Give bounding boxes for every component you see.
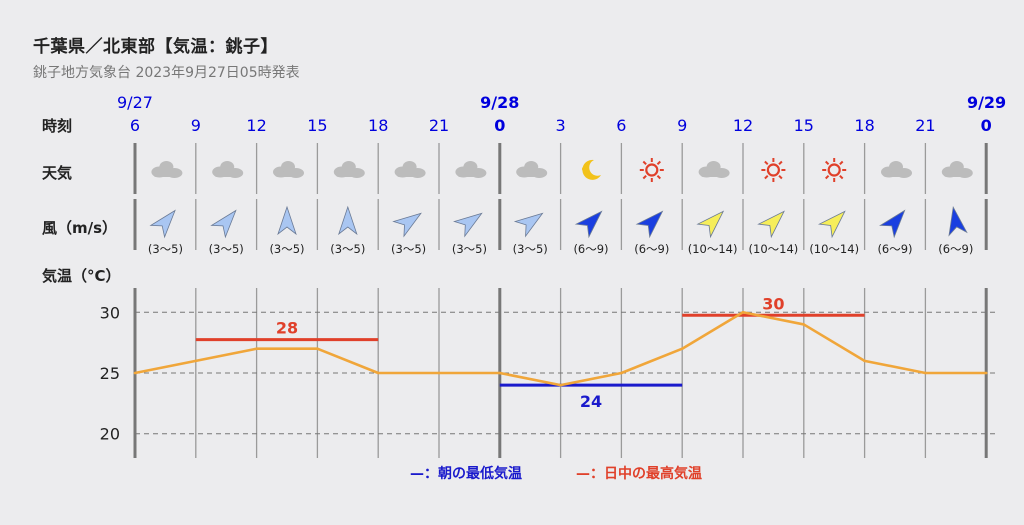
max-temp-label: 30 xyxy=(762,294,784,313)
wind-arrow-icon xyxy=(149,209,176,239)
date-label: 9/27 xyxy=(117,93,153,112)
time-label: 9 xyxy=(677,116,687,135)
wind-arrow-icon xyxy=(948,205,968,237)
cloud-icon xyxy=(516,161,548,178)
wind-range-label: (6〜9) xyxy=(938,242,973,256)
grid-lines: 30 25 20 xyxy=(100,143,998,458)
wind-range-label: (3〜5) xyxy=(209,242,244,256)
date-label: 9/28 xyxy=(480,93,519,112)
time-label: 15 xyxy=(307,116,327,135)
time-row-label: 時刻 xyxy=(42,117,72,135)
cloud-icon xyxy=(881,161,912,178)
legend: —：朝の最低気温 —：日中の最高気温 xyxy=(410,465,702,482)
time-label: 18 xyxy=(854,116,874,135)
wind-range-label: (10〜14) xyxy=(809,242,859,256)
page-title: 千葉県／北東部【気温：銚子】 xyxy=(33,37,278,57)
wind-arrow-icon xyxy=(453,212,483,238)
time-label: 0 xyxy=(494,116,505,135)
y-tick-label: 20 xyxy=(100,425,120,444)
temperature-point xyxy=(620,371,623,375)
legend-max-temp: —：日中の最高気温 xyxy=(576,465,702,482)
wind-range-label: (6〜9) xyxy=(877,242,912,256)
min-temp-label: 24 xyxy=(580,392,602,411)
time-label: 9 xyxy=(191,116,201,135)
wind-row-label: 風（m/s） xyxy=(42,219,117,237)
y-tick-label: 30 xyxy=(100,303,120,322)
wind-arrow-icon xyxy=(210,209,237,239)
temperature-point xyxy=(863,359,866,363)
wind-range-label: (3〜5) xyxy=(148,242,183,256)
temperature-point xyxy=(984,371,988,375)
temperature-point xyxy=(741,310,745,314)
wind-range-label: (10〜14) xyxy=(749,242,799,256)
temperature-point xyxy=(680,347,684,351)
temperature-point xyxy=(194,359,198,363)
sun-icon xyxy=(822,158,847,182)
weather-row-label: 天気 xyxy=(42,164,72,182)
wind-range-label: (3〜5) xyxy=(269,242,304,256)
time-label: 15 xyxy=(794,116,814,135)
sun-icon xyxy=(639,158,664,182)
temperature-point xyxy=(559,383,562,387)
cloud-icon xyxy=(394,161,426,178)
wind-arrow-icon xyxy=(757,210,785,239)
legend-min-temp: —：朝の最低気温 xyxy=(410,465,522,482)
time-label: 3 xyxy=(556,116,566,135)
cloud-icon xyxy=(151,161,183,178)
cloud-icon xyxy=(212,161,244,178)
date-label: 9/29 xyxy=(967,93,1006,112)
wind-range-label: (6〜9) xyxy=(573,242,608,256)
time-label: 0 xyxy=(981,116,992,135)
temperature-point xyxy=(498,371,502,375)
time-label: 12 xyxy=(246,116,266,135)
cloud-icon xyxy=(941,161,973,178)
weather-icons xyxy=(151,158,973,182)
wind-arrow-icon xyxy=(879,209,906,239)
wind-arrow-icon xyxy=(574,210,603,239)
cloud-icon xyxy=(455,161,487,178)
moon-icon xyxy=(582,159,601,180)
wind-arrow-icon xyxy=(696,210,725,239)
time-label: 6 xyxy=(616,116,626,135)
wind-arrow-icon xyxy=(513,212,544,238)
wind-range-label: (3〜5) xyxy=(452,242,487,256)
cloud-icon xyxy=(698,161,730,178)
page-subtitle: 銚子地方気象台 2023年9月27日05時発表 xyxy=(33,65,300,81)
temperature-point xyxy=(316,347,319,351)
wind-range-label: (6〜9) xyxy=(634,242,669,256)
time-labels: 9/27 9/28 9/29 6 9 12 15 18 21 0 3 6 9 12 15 18 21 0 xyxy=(117,93,1006,135)
temperature-plot: 28 30 24 xyxy=(133,294,988,411)
temperature-point xyxy=(437,371,441,375)
wind-arrow-icon xyxy=(817,210,846,239)
time-label: 12 xyxy=(733,116,753,135)
cloud-icon xyxy=(333,161,365,178)
wind-range-label: (10〜14) xyxy=(688,242,738,256)
wind-arrows: (3〜5) (3〜5) (3〜5) (3〜5) (3〜5) (3〜5) (3〜5) (6〜9)… xyxy=(148,205,973,256)
time-label: 18 xyxy=(368,116,388,135)
wind-arrow-icon xyxy=(635,210,664,239)
cloud-icon xyxy=(273,161,304,178)
time-label: 21 xyxy=(915,116,935,135)
wind-range-label: (3〜5) xyxy=(513,242,548,256)
y-tick-label: 25 xyxy=(100,364,120,383)
time-label: 21 xyxy=(429,116,449,135)
sun-icon xyxy=(761,158,786,182)
temperature-point xyxy=(133,371,137,375)
wind-range-label: (3〜5) xyxy=(391,242,426,256)
wind-arrow-icon xyxy=(277,205,297,236)
temperature-point xyxy=(255,347,258,351)
wind-arrow-icon xyxy=(338,205,358,236)
temp-row-label: 気温（°C） xyxy=(42,267,121,285)
wind-arrow-icon xyxy=(392,212,422,238)
temperature-point xyxy=(802,323,806,326)
max-temp-label: 28 xyxy=(276,319,298,338)
wind-range-label: (3〜5) xyxy=(330,242,365,256)
time-label: 6 xyxy=(130,116,140,135)
temperature-point xyxy=(376,371,380,375)
temperature-point xyxy=(924,371,927,375)
